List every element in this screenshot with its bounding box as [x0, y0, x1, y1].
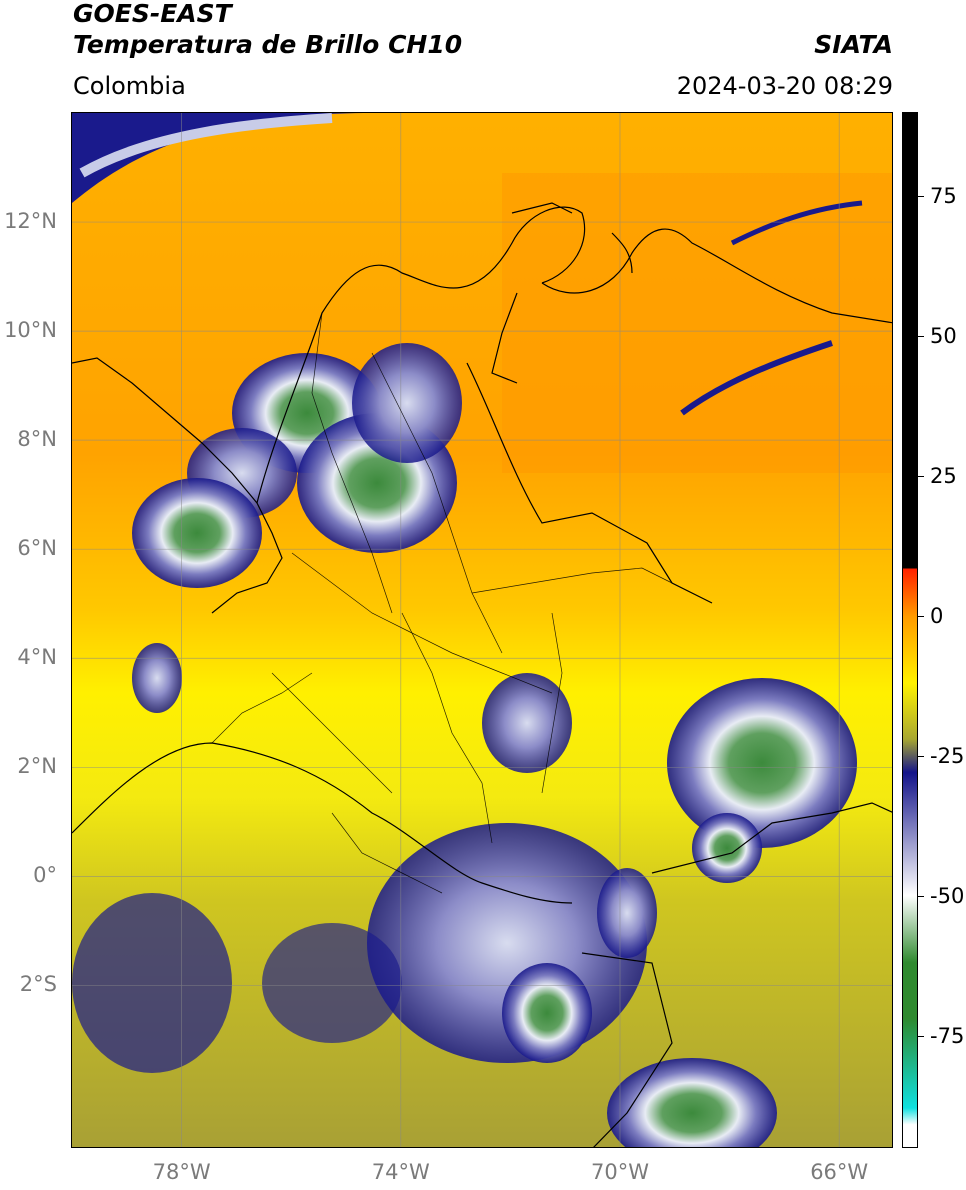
colorbar-tick-label: -25 [930, 744, 965, 768]
colorbar-tick-label: 0 [930, 604, 944, 628]
department-boundaries [211, 312, 673, 894]
datetime-label: 2024-03-20 08:29 [676, 72, 893, 100]
brightness-temperature-image [72, 113, 892, 1147]
colorbar-tick-label: 50 [930, 324, 957, 348]
colorbar-tick [918, 616, 924, 617]
lat-tick-label: 6°N [17, 536, 57, 561]
lon-tick-label: 78°W [152, 1160, 211, 1184]
product-title: Temperatura de Brillo CH10 [73, 30, 463, 59]
region-label: Colombia [73, 72, 186, 100]
satellite-title: GOES-EAST [73, 0, 232, 28]
satellite-map[interactable] [71, 112, 893, 1148]
lat-tick-label: 4°N [17, 645, 57, 670]
lon-tick-label: 70°W [591, 1160, 649, 1184]
lat-tick-label: 2°S [19, 972, 57, 997]
colorbar-tick [918, 756, 924, 757]
lat-tick-label: 10°N [4, 318, 57, 343]
lat-tick-label: 0° [33, 863, 57, 888]
colorbar-tick [918, 1036, 924, 1037]
colorbar-tick [918, 336, 924, 337]
colorbar-tick-label: 25 [930, 464, 957, 488]
colorbar-tick [918, 896, 924, 897]
colorbar-tick-label: 75 [930, 184, 957, 208]
organization-label: SIATA [814, 30, 893, 59]
lon-tick-label: 74°W [371, 1160, 430, 1184]
colorbar-tick-label: -50 [930, 884, 965, 908]
lat-tick-label: 12°N [4, 209, 57, 234]
colorbar-tick-label: -75 [930, 1024, 965, 1048]
cloud-systems [72, 113, 863, 1147]
lat-tick-label: 8°N [17, 427, 57, 452]
colorbar-tick [918, 196, 924, 197]
colorbar [902, 112, 918, 1148]
graticule [72, 113, 892, 1147]
lat-tick-label: 2°N [17, 754, 57, 779]
country-boundaries [72, 202, 892, 1147]
colorbar-tick [918, 476, 924, 477]
lon-tick-label: 66°W [810, 1160, 869, 1184]
